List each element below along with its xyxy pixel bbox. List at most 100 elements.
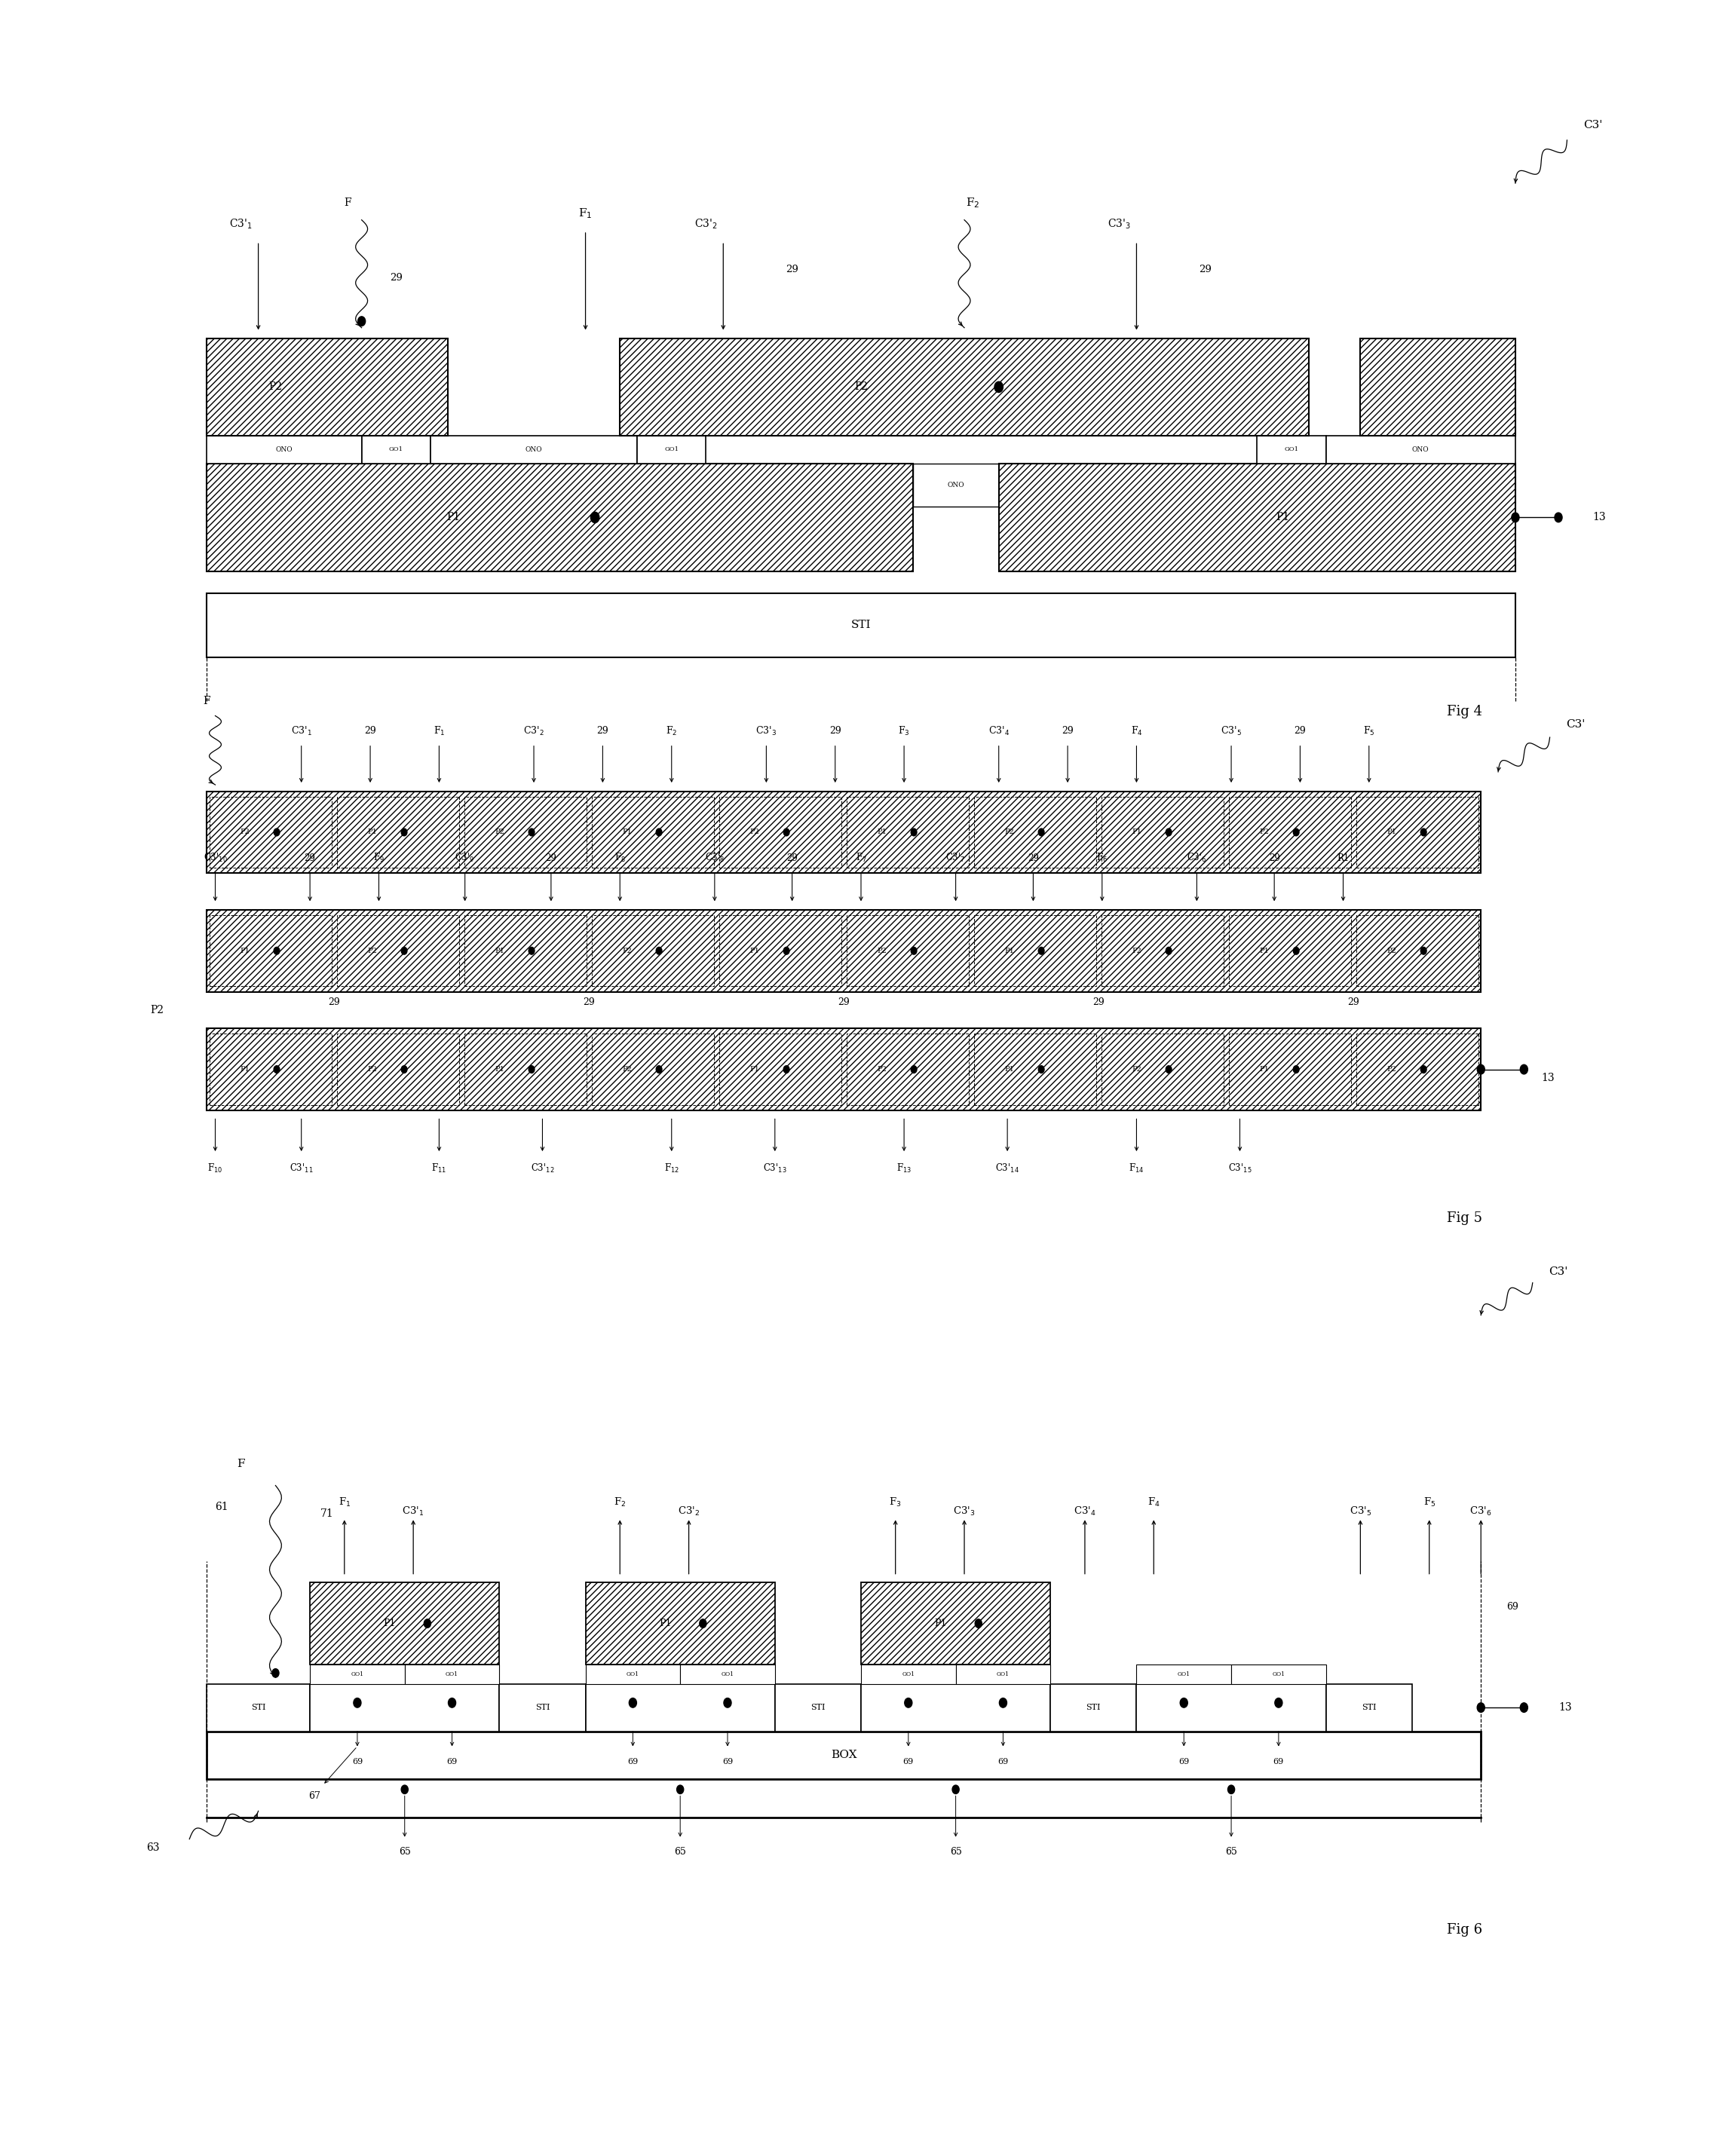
Text: 29: 29	[1348, 998, 1359, 1007]
Text: P2: P2	[854, 382, 868, 392]
Text: 69: 69	[1273, 1757, 1285, 1766]
Text: GO1: GO1	[389, 446, 403, 453]
Text: F$_2$: F$_2$	[966, 196, 980, 209]
Bar	[1230, 796, 1352, 867]
Text: 69: 69	[446, 1757, 458, 1766]
Text: P2: P2	[876, 946, 887, 955]
Text: C3'$_1$: C3'$_1$	[403, 1505, 424, 1518]
Circle shape	[999, 1699, 1007, 1708]
Text: C3'$_4$: C3'$_4$	[1075, 1505, 1095, 1518]
Circle shape	[1521, 1703, 1527, 1712]
Text: ONO: ONO	[525, 446, 542, 453]
Text: F$_1$: F$_1$	[434, 724, 444, 737]
Text: C3'$_2$: C3'$_2$	[694, 218, 718, 231]
Circle shape	[995, 382, 1004, 392]
Text: F$_{13}$: F$_{13}$	[897, 1162, 911, 1175]
Text: P1: P1	[448, 513, 460, 522]
Circle shape	[1038, 828, 1044, 837]
Circle shape	[677, 1785, 684, 1794]
Text: 69: 69	[1507, 1602, 1519, 1613]
Text: P1: P1	[935, 1619, 947, 1628]
Text: 13: 13	[1558, 1703, 1572, 1712]
Circle shape	[1166, 1065, 1171, 1074]
Text: F$_3$: F$_3$	[899, 724, 909, 737]
Text: C3'$_{11}$: C3'$_{11}$	[289, 1162, 313, 1175]
Bar	[1137, 1664, 1231, 1684]
Circle shape	[274, 1065, 279, 1074]
Text: 65: 65	[951, 1848, 961, 1856]
Circle shape	[591, 513, 599, 524]
Text: F$_{11}$: F$_{11}$	[432, 1162, 446, 1175]
Text: F$_{10}$: F$_{10}$	[208, 1162, 222, 1175]
Text: 29: 29	[1028, 854, 1038, 862]
Text: C3'$_1$: C3'$_1$	[229, 218, 253, 231]
Bar	[975, 914, 1097, 985]
Text: F: F	[238, 1460, 245, 1468]
Text: F$_2$: F$_2$	[666, 724, 677, 737]
Text: C3'$_{12}$: C3'$_{12}$	[530, 1162, 554, 1175]
Circle shape	[784, 828, 789, 837]
Circle shape	[1180, 1699, 1188, 1708]
Text: ONO: ONO	[1412, 446, 1429, 453]
Bar	[861, 1664, 956, 1684]
Circle shape	[1038, 1065, 1044, 1074]
Circle shape	[401, 828, 406, 837]
Text: C3'$_{14}$: C3'$_{14}$	[995, 1162, 1019, 1175]
Text: GO1: GO1	[902, 1671, 914, 1677]
Text: P2: P2	[367, 946, 377, 955]
Text: C3'$_6$: C3'$_6$	[1471, 1505, 1491, 1518]
Text: 29: 29	[546, 854, 556, 862]
Text: 67: 67	[308, 1792, 320, 1800]
Text: P1: P1	[384, 1619, 396, 1628]
Circle shape	[656, 946, 661, 955]
Text: GO1: GO1	[722, 1671, 734, 1677]
Circle shape	[529, 946, 534, 955]
Text: P2: P2	[1131, 1065, 1142, 1074]
Bar	[1102, 796, 1223, 867]
Circle shape	[911, 1065, 916, 1074]
Bar	[1102, 1035, 1223, 1104]
Bar	[847, 796, 968, 867]
Bar	[336, 796, 458, 867]
Circle shape	[1555, 513, 1562, 522]
Text: 29: 29	[329, 998, 339, 1007]
Text: P1: P1	[494, 1065, 505, 1074]
Bar	[585, 1583, 775, 1664]
Circle shape	[656, 1065, 661, 1074]
Bar	[680, 1664, 775, 1684]
Circle shape	[529, 1065, 534, 1074]
Circle shape	[274, 946, 279, 955]
Bar	[620, 338, 1309, 436]
Bar	[1102, 914, 1223, 985]
Text: GO1: GO1	[446, 1671, 458, 1677]
Text: GO1: GO1	[665, 446, 678, 453]
Circle shape	[401, 946, 406, 955]
Circle shape	[1038, 946, 1044, 955]
Text: Fig 4: Fig 4	[1446, 705, 1483, 718]
Bar	[1326, 1684, 1412, 1731]
Bar	[336, 914, 458, 985]
Text: P1: P1	[239, 946, 250, 955]
Bar	[465, 1035, 585, 1104]
Text: 29: 29	[787, 854, 797, 862]
Text: 61: 61	[215, 1503, 229, 1511]
Circle shape	[911, 946, 916, 955]
Text: GO1: GO1	[997, 1671, 1009, 1677]
Text: 29: 29	[1295, 727, 1305, 735]
Text: F$_3$: F$_3$	[889, 1496, 902, 1509]
Bar	[1230, 914, 1352, 985]
Text: 13: 13	[1541, 1074, 1555, 1082]
Text: ONO: ONO	[276, 446, 293, 453]
Text: P2: P2	[622, 1065, 632, 1074]
Circle shape	[1293, 1065, 1298, 1074]
Circle shape	[529, 828, 534, 837]
Bar	[207, 593, 1515, 658]
Text: 29: 29	[598, 727, 608, 735]
Bar	[207, 436, 362, 464]
Bar	[1231, 1664, 1326, 1684]
Bar	[585, 1664, 680, 1684]
Text: C3'$_1$: C3'$_1$	[291, 724, 312, 737]
Bar	[310, 1664, 405, 1684]
Text: 69: 69	[902, 1757, 914, 1766]
Bar	[861, 1583, 1050, 1664]
